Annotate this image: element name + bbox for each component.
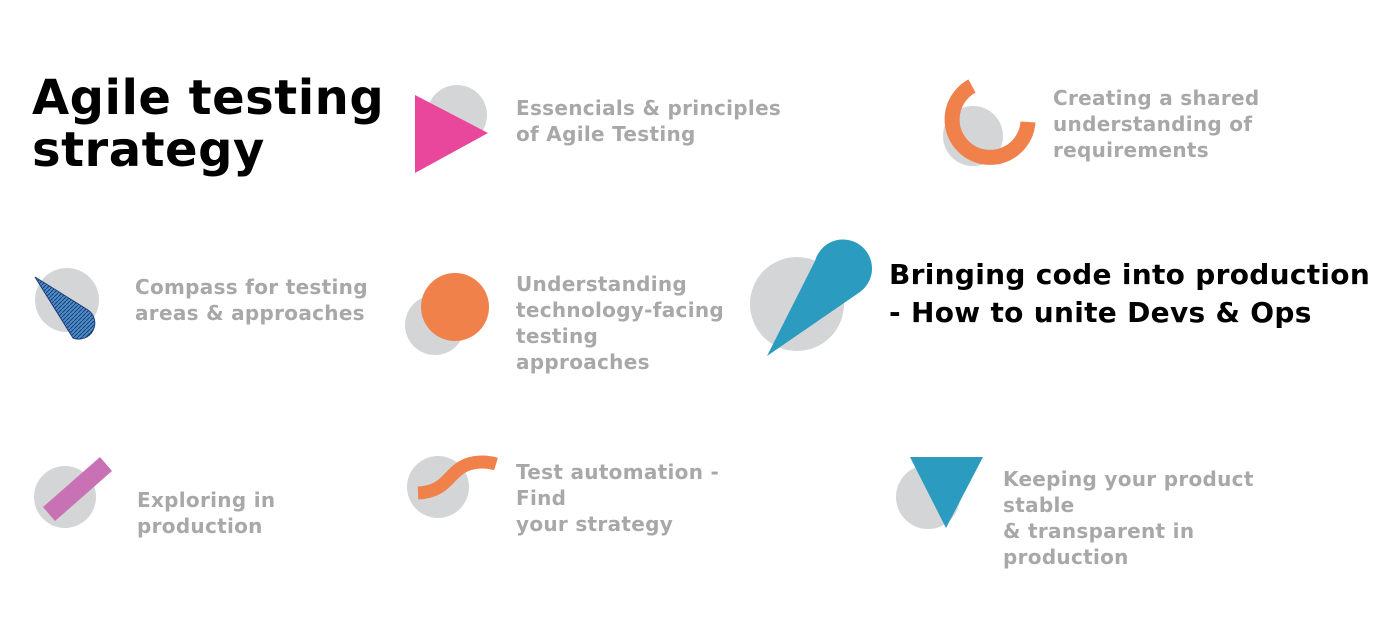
- topic-label: Compass for testing areas & approaches: [135, 275, 368, 325]
- compass-cone-icon: [34, 268, 99, 340]
- play-triangle-icon: [415, 85, 488, 173]
- wave-stroke-icon: [407, 455, 498, 518]
- down-triangle-icon: [896, 457, 983, 529]
- diagonal-bar-icon: [34, 457, 112, 528]
- teardrop-icon: [750, 239, 873, 356]
- topic-test-automation[interactable]: Test automation - Find your strategy: [400, 450, 770, 536]
- topic-label: Exploring in production: [137, 488, 276, 538]
- ring-arc-icon: [943, 79, 1036, 166]
- topic-compass[interactable]: Compass for testing areas & approaches: [30, 265, 370, 355]
- topic-stable-transparent[interactable]: Keeping your product stable & transparen…: [890, 455, 1310, 569]
- topic-label: Essencials & principles of Agile Testing: [516, 96, 782, 146]
- topic-technology-facing[interactable]: Understanding technology-facing testing …: [400, 265, 740, 374]
- topic-label: Keeping your product stable & transparen…: [1003, 467, 1254, 569]
- page-title: Agile testing strategy: [32, 70, 385, 178]
- topic-label: Understanding technology-facing testing …: [516, 272, 725, 374]
- topic-shared-understanding[interactable]: Creating a shared understanding of requi…: [935, 75, 1265, 175]
- topic-exploring-production[interactable]: Exploring in production: [30, 455, 400, 538]
- topic-label: Test automation - Find your strategy: [516, 460, 720, 536]
- topic-devs-ops[interactable]: Bringing code into production - How to u…: [745, 232, 1375, 362]
- topic-label: Creating a shared understanding of requi…: [1053, 86, 1260, 162]
- orange-circle-icon: [405, 273, 489, 355]
- topic-label: Bringing code into production - How to u…: [889, 258, 1371, 329]
- topic-essentials[interactable]: Essencials & principles of Agile Testing: [400, 75, 781, 185]
